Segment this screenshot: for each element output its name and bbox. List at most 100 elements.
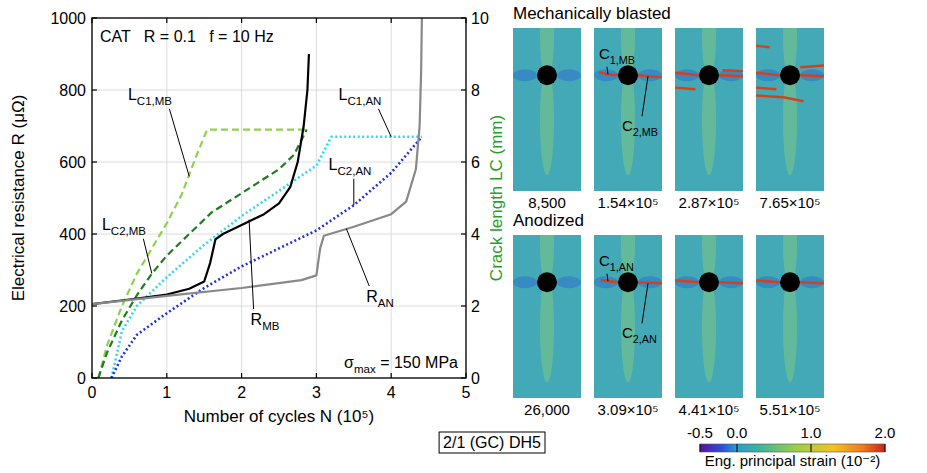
series-label: RMB: [251, 311, 280, 332]
dic-frame: [675, 28, 743, 191]
text-part: C: [622, 117, 633, 134]
tick: [737, 444, 738, 452]
text-part: C: [622, 324, 633, 341]
crack-label: C2,AN: [622, 324, 657, 345]
leader-line: [378, 109, 391, 137]
tick: [885, 444, 886, 452]
grid-line: [316, 18, 317, 378]
series-line: [111, 137, 421, 378]
dic-frame: [513, 235, 581, 398]
strain-band: [594, 69, 618, 81]
text-part: 2,AN: [633, 333, 657, 345]
crack: [800, 282, 824, 283]
leader-line: [642, 76, 648, 116]
series-line: [92, 18, 422, 304]
tick: [700, 444, 701, 452]
crack: [638, 282, 662, 283]
series-line: [98, 130, 306, 378]
tick: [92, 377, 97, 378]
series-line: [92, 54, 309, 304]
axis-title: Electrical resistance R (μΩ): [9, 95, 28, 302]
crack: [599, 72, 617, 75]
grid-line: [391, 18, 392, 378]
crack: [675, 280, 699, 282]
tick-label: 5: [462, 384, 471, 401]
plot-frame: [92, 18, 466, 378]
leader-line: [346, 229, 369, 286]
text-part: C1,AN: [347, 95, 381, 107]
series-line: [111, 137, 421, 378]
series-label: RAN: [366, 288, 394, 309]
tick: [465, 373, 466, 378]
tick-label: 1.0: [801, 424, 822, 441]
tick: [166, 373, 167, 378]
hole: [780, 272, 800, 292]
text-part: C2,AN: [337, 165, 371, 177]
grid-line: [92, 162, 466, 163]
tick: [391, 373, 392, 378]
series-label: LC1,AN: [339, 86, 382, 107]
grid-line: [92, 306, 466, 307]
tick: [91, 18, 92, 23]
tick: [316, 373, 317, 378]
strain-band: [557, 69, 581, 81]
tick: [461, 305, 466, 306]
tick-label: 0.0: [727, 424, 748, 441]
colorbar-title: Eng. principal strain (10⁻²): [705, 452, 881, 469]
label-frame: [439, 432, 545, 453]
tick-label: 6: [471, 154, 480, 171]
tick: [92, 161, 97, 162]
tick: [92, 17, 97, 18]
annotation: 2/1 (GC) DH5: [443, 434, 541, 451]
tick: [91, 373, 92, 378]
axis-title: Crack length LC (mm): [487, 115, 506, 281]
cycle-label: 8,500: [528, 194, 566, 211]
text-part: L: [128, 86, 137, 103]
cycle-label: 1.54×10⁵: [598, 194, 659, 211]
leader-line: [607, 67, 608, 74]
crack: [675, 87, 695, 89]
text-part: = 150 MPa: [376, 354, 458, 371]
crack: [675, 72, 699, 75]
strain-band: [594, 276, 618, 288]
text-part: 1,AN: [610, 261, 634, 273]
leader-line: [249, 220, 253, 309]
tick: [461, 377, 466, 378]
crack: [601, 280, 618, 282]
tick-label: 4: [387, 384, 396, 401]
tick-label: 800: [59, 82, 86, 99]
text-part: C: [599, 45, 610, 62]
tick: [241, 18, 242, 23]
crack: [719, 282, 743, 283]
tick-label: 600: [59, 154, 86, 171]
tick: [241, 373, 242, 378]
tick-label: 0: [77, 370, 86, 387]
grid-line: [241, 18, 242, 378]
tick-label: 400: [59, 226, 86, 243]
crack: [756, 45, 770, 47]
leader-line: [169, 109, 189, 177]
cycle-label: 4.41×10⁵: [679, 401, 740, 418]
panel-title: Mechanically blasted: [513, 4, 671, 23]
dic-frame: [594, 235, 662, 398]
text-part: 2,MB: [633, 126, 658, 138]
crack-label: C1,AN: [599, 252, 634, 273]
text-part: C1,MB: [137, 95, 173, 107]
tick: [391, 18, 392, 23]
hole: [537, 65, 557, 85]
tick: [465, 18, 466, 23]
hole: [618, 272, 638, 292]
colorbar: [700, 444, 885, 452]
dic-frame: [513, 28, 581, 191]
text-part: C2,MB: [111, 225, 147, 237]
text-part: L: [339, 86, 348, 103]
grid-line: [92, 234, 466, 235]
cycle-label: 3.09×10⁵: [598, 401, 659, 418]
grid: [92, 18, 466, 378]
text-part: L: [329, 156, 338, 173]
tick: [461, 233, 466, 234]
crack: [756, 87, 776, 89]
figure: 020040060080010000246810012345Number of …: [0, 0, 927, 473]
leader-line: [607, 274, 608, 282]
cycle-label: 26,000: [524, 401, 570, 418]
